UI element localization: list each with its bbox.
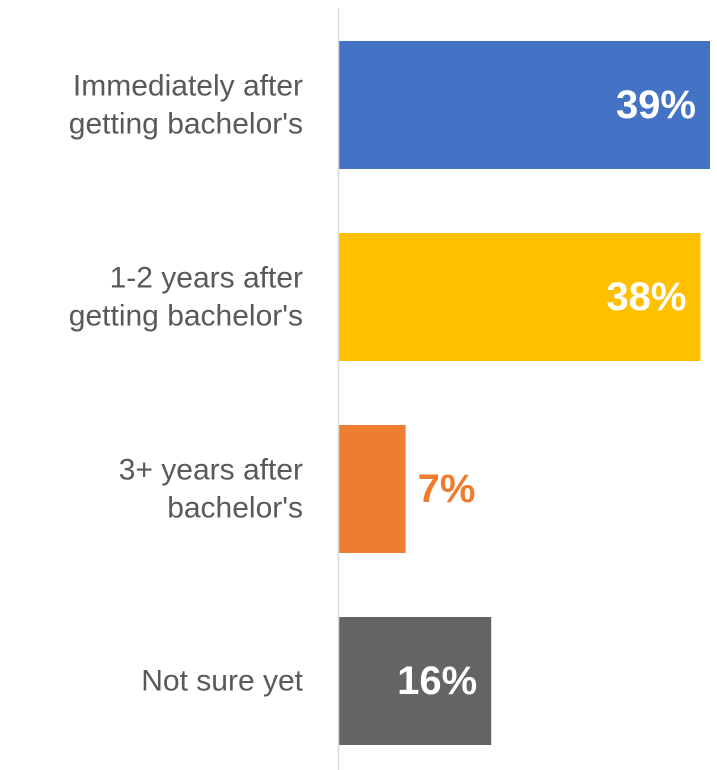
bar-3 xyxy=(339,425,406,553)
category-label-2-line-1: 1-2 years after xyxy=(110,262,303,295)
value-label-2: 38% xyxy=(606,275,686,319)
category-label-3-line-1: 3+ years after xyxy=(119,454,303,487)
bar-2 xyxy=(339,233,701,361)
category-label-4: Not sure yet xyxy=(141,665,303,698)
category-label-2: 1-2 years after getting bachelor's xyxy=(69,262,303,333)
bar-1 xyxy=(339,41,710,169)
value-label-4: 16% xyxy=(397,659,477,703)
category-label-3: 3+ years after bachelor's xyxy=(119,454,303,525)
bars-layer xyxy=(339,41,710,745)
labels-layer: 39% Immediately after getting bachelor's 38… xyxy=(69,70,696,704)
category-label-1: Immediately after getting bachelor's xyxy=(69,70,303,141)
category-label-4-line-1: Not sure yet xyxy=(141,665,303,698)
category-label-1-line-2: getting bachelor's xyxy=(69,108,303,141)
category-label-3-line-2: bachelor's xyxy=(167,492,303,525)
bar-4 xyxy=(339,617,492,745)
category-label-1-line-1: Immediately after xyxy=(73,70,303,103)
category-label-2-line-2: getting bachelor's xyxy=(69,300,303,333)
value-label-3: 7% xyxy=(418,467,476,511)
value-label-1: 39% xyxy=(616,83,696,127)
